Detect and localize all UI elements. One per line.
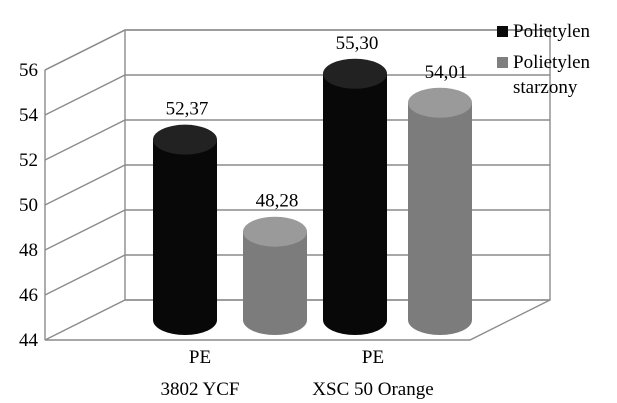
bar-0-0 [153, 124, 217, 335]
x-tick-label: 3802 YCF [160, 379, 239, 400]
x-tick-label: PE [362, 347, 384, 368]
bar-1-0 [323, 58, 387, 335]
bar-1-1 [408, 87, 472, 336]
bar-top [153, 124, 217, 155]
gridline [44, 74, 550, 116]
bar-top [408, 87, 472, 118]
y-tick-label: 48 [19, 240, 38, 261]
y-tick-label: 52 [19, 150, 38, 171]
bar-top [323, 58, 387, 89]
y-axis-ticks: 44 46 48 50 52 54 56 [19, 60, 39, 351]
data-labels: 52,37 48,28 55,30 54,01 [166, 33, 468, 212]
legend: Polietylen Polietylen starzony [497, 21, 591, 98]
data-label: 52,37 [166, 99, 209, 120]
bar-body [243, 231, 307, 335]
floor [44, 299, 551, 341]
bar-body [153, 139, 217, 335]
bar-0-1 [243, 216, 307, 335]
bar-top [243, 216, 307, 247]
x-tick-label: PE [189, 347, 211, 368]
legend-item: Polietylen starzony [497, 52, 591, 98]
y-tick-label: 44 [19, 330, 39, 351]
bar-body [408, 102, 472, 336]
bars [153, 58, 472, 336]
x-tick-label: XSC 50 Orange [312, 379, 433, 400]
y-tick-label: 54 [19, 105, 39, 126]
gridline [44, 119, 550, 161]
y-tick-label: 56 [19, 60, 38, 81]
bar-body [323, 73, 387, 335]
legend-swatch [497, 26, 508, 37]
legend-item: Polietylen [497, 21, 591, 42]
legend-label: starzony [513, 77, 578, 98]
legend-swatch [497, 57, 508, 68]
x-axis-labels: PE 3802 YCF PE XSC 50 Orange [160, 347, 433, 400]
y-tick-label: 46 [19, 285, 38, 306]
data-label: 55,30 [336, 33, 379, 54]
data-label: 54,01 [425, 62, 468, 83]
legend-label: Polietylen [513, 52, 591, 73]
gridline [44, 29, 550, 71]
legend-label: Polietylen [513, 21, 591, 42]
data-label: 48,28 [256, 191, 299, 212]
y-tick-label: 50 [19, 195, 38, 216]
